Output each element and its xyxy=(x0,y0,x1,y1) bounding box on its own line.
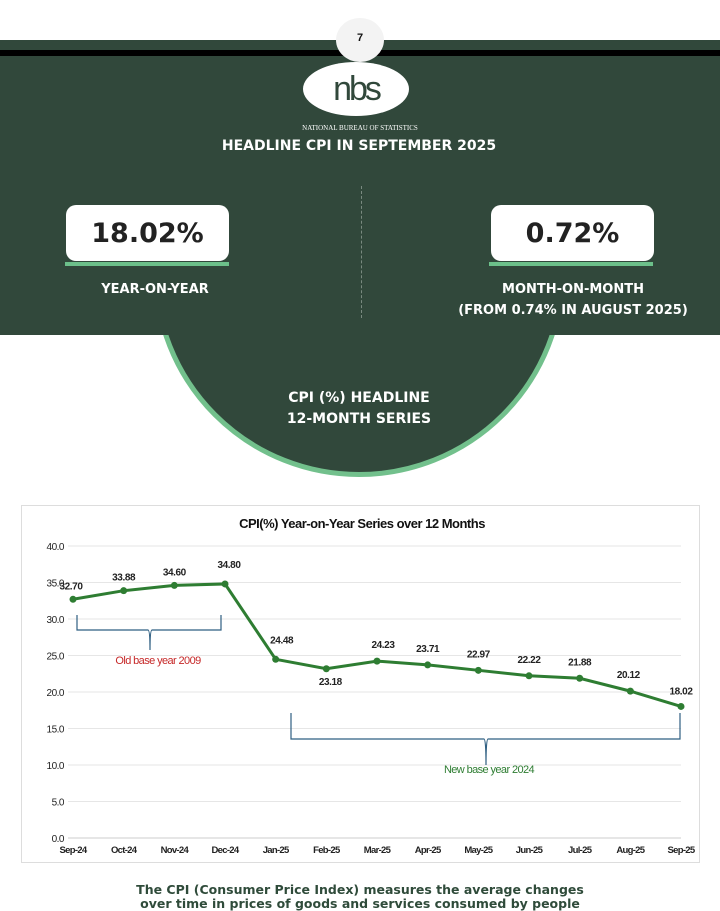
y-tick-label: 40.0 xyxy=(47,542,65,553)
data-label: 23.18 xyxy=(319,677,343,688)
y-tick-label: 25.0 xyxy=(47,652,65,663)
yoy-underline xyxy=(65,262,229,266)
headline-title: HEADLINE CPI IN SEPTEMBER 2025 xyxy=(221,138,497,154)
data-point xyxy=(272,655,280,663)
mom-label-block: MONTH-ON-MONTH (FROM 0.74% IN AUGUST 202… xyxy=(440,279,706,321)
mom-underline xyxy=(489,262,653,266)
data-point xyxy=(170,581,178,589)
data-label: 22.97 xyxy=(467,649,491,660)
x-tick-label: May-25 xyxy=(464,845,493,856)
x-tick-label: Sep-25 xyxy=(668,845,696,856)
y-tick-label: 35.0 xyxy=(47,579,65,590)
data-point xyxy=(677,702,685,710)
data-label: 21.88 xyxy=(568,657,592,668)
footer-text: The CPI (Consumer Price Index) measures … xyxy=(0,883,720,911)
x-tick-label: Jun-25 xyxy=(516,845,544,856)
x-tick-label: Dec-24 xyxy=(212,845,240,856)
y-tick-label: 20.0 xyxy=(47,688,65,699)
y-tick-label: 5.0 xyxy=(52,798,65,809)
data-point xyxy=(424,661,432,669)
footer-line2: over time in prices of goods and service… xyxy=(140,896,580,911)
data-label: 24.48 xyxy=(270,635,294,646)
data-point xyxy=(576,674,584,682)
data-label: 34.60 xyxy=(163,567,187,578)
chart-frame xyxy=(21,505,700,863)
data-label: 23.71 xyxy=(416,644,440,655)
data-point xyxy=(474,666,482,674)
nbs-logo: nbs xyxy=(303,62,409,116)
old-base-brace xyxy=(76,615,222,651)
new-base-brace xyxy=(290,713,681,766)
x-tick-label: Apr-25 xyxy=(415,845,442,856)
mom-label: MONTH-ON-MONTH xyxy=(502,282,644,297)
mom-sublabel: (FROM 0.74% IN AUGUST 2025) xyxy=(458,303,688,318)
x-tick-label: Nov-24 xyxy=(161,845,190,856)
data-point xyxy=(373,657,381,665)
data-point xyxy=(221,580,229,588)
data-label: 20.12 xyxy=(617,670,641,681)
data-point xyxy=(525,672,533,680)
new-base-label: New base year 2024 xyxy=(444,764,535,776)
y-tick-label: 15.0 xyxy=(47,725,65,736)
y-tick-label: 0.0 xyxy=(52,834,65,845)
data-label: 32.70 xyxy=(59,581,83,592)
x-tick-label: Sep-24 xyxy=(60,845,88,856)
y-tick-label: 30.0 xyxy=(47,615,65,626)
divider xyxy=(361,186,362,318)
series-title-line1: CPI (%) HEADLINE xyxy=(288,390,430,406)
y-tick-label: 10.0 xyxy=(47,761,65,772)
org-name: NATIONAL BUREAU OF STATISTICS xyxy=(302,124,418,132)
data-label: 18.02 xyxy=(669,686,693,697)
x-tick-label: Feb-25 xyxy=(313,845,341,856)
series-title: CPI (%) HEADLINE 12-MONTH SERIES xyxy=(0,388,718,430)
data-label: 24.23 xyxy=(371,640,395,651)
data-point xyxy=(69,595,77,603)
yoy-label: YEAR-ON-YEAR xyxy=(101,282,209,297)
mom-value: 0.72% xyxy=(491,205,654,261)
x-tick-label: Mar-25 xyxy=(364,845,392,856)
old-base-label: Old base year 2009 xyxy=(115,655,201,667)
footer-line1: The CPI (Consumer Price Index) measures … xyxy=(136,882,584,897)
data-point xyxy=(322,665,330,673)
x-tick-label: Oct-24 xyxy=(111,845,138,856)
data-label: 22.22 xyxy=(517,655,541,666)
data-point xyxy=(626,687,634,695)
page-number: 7 xyxy=(336,18,384,62)
data-label: 34.80 xyxy=(217,560,241,571)
x-tick-label: Aug-25 xyxy=(616,845,645,856)
series-title-line2: 12-MONTH SERIES xyxy=(286,411,432,427)
x-tick-label: Jan-25 xyxy=(263,845,290,856)
data-point xyxy=(120,587,128,595)
data-label: 33.88 xyxy=(112,573,136,584)
chart-title: CPI(%) Year-on-Year Series over 12 Month… xyxy=(239,516,485,531)
yoy-value: 18.02% xyxy=(66,205,229,261)
x-tick-label: Jul-25 xyxy=(568,845,593,856)
